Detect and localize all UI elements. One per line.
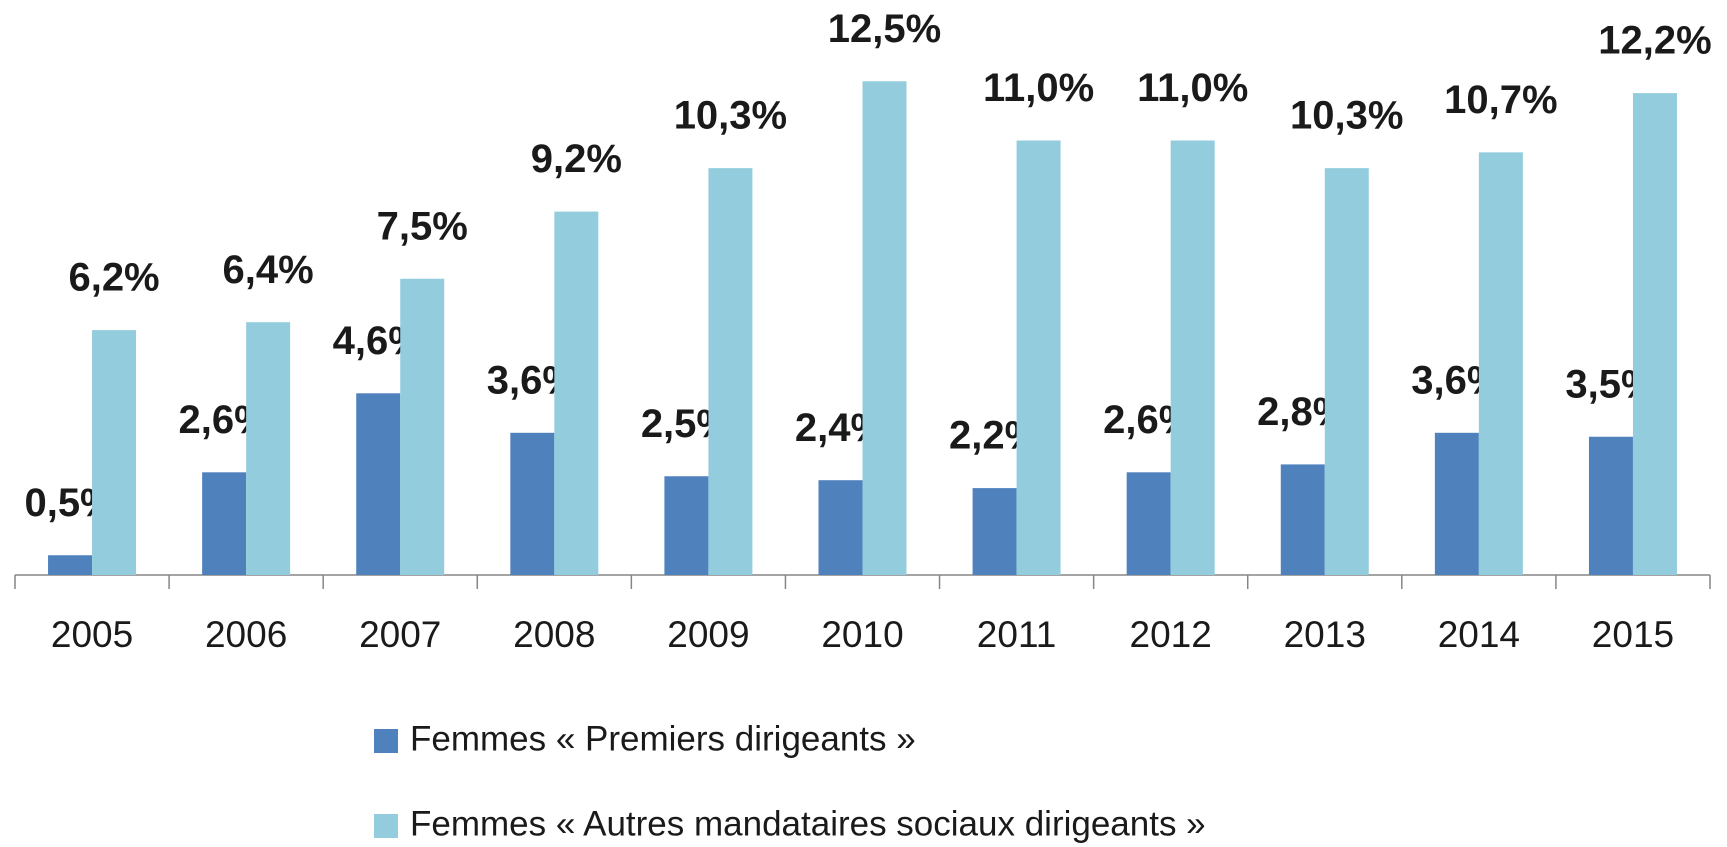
bar	[356, 393, 401, 575]
value-label: 12,2%	[1598, 19, 1711, 63]
bar	[1280, 464, 1325, 575]
legend-swatch	[374, 814, 398, 838]
bar	[1632, 93, 1677, 575]
bar	[1126, 472, 1171, 575]
bar	[664, 476, 709, 575]
bar	[1434, 432, 1479, 575]
bar	[92, 330, 137, 575]
bar	[400, 278, 445, 575]
x-tick-label: 2014	[1438, 614, 1520, 655]
bar	[554, 211, 599, 575]
legend-swatch	[374, 729, 398, 753]
bar	[1016, 140, 1061, 575]
value-label: 10,3%	[674, 94, 787, 138]
bar	[818, 480, 863, 575]
x-tick-label: 2005	[51, 614, 133, 655]
value-label: 10,3%	[1290, 94, 1403, 138]
bar	[972, 488, 1017, 575]
bar	[862, 81, 907, 575]
x-tick-label: 2006	[205, 614, 287, 655]
x-tick-label: 2007	[359, 614, 441, 655]
x-tick-label: 2009	[667, 614, 749, 655]
x-tick-label: 2013	[1284, 614, 1366, 655]
x-tick-label: 2010	[821, 614, 903, 655]
x-tick-label: 2011	[977, 614, 1057, 655]
value-label: 10,7%	[1444, 78, 1557, 122]
x-tick-label: 2015	[1592, 614, 1674, 655]
legend-label: Femmes « Premiers dirigeants »	[410, 719, 916, 758]
value-label: 6,4%	[223, 248, 314, 292]
value-label: 11,0%	[1137, 66, 1248, 110]
bar	[510, 432, 555, 575]
value-label: 9,2%	[531, 137, 622, 181]
bar	[708, 168, 753, 575]
bar	[1588, 436, 1633, 575]
bar	[202, 472, 247, 575]
value-label: 7,5%	[377, 204, 468, 248]
value-label: 11,0%	[983, 66, 1094, 110]
x-tick-label: 2008	[513, 614, 595, 655]
x-tick-label: 2012	[1130, 614, 1212, 655]
bar	[48, 555, 93, 575]
value-label: 6,2%	[68, 256, 159, 300]
bar	[1324, 168, 1369, 575]
bar	[246, 322, 291, 575]
legend-label: Femmes « Autres mandataires sociaux diri…	[410, 804, 1206, 843]
bar	[1170, 140, 1215, 575]
bar	[1478, 152, 1523, 575]
value-label: 12,5%	[828, 7, 941, 51]
